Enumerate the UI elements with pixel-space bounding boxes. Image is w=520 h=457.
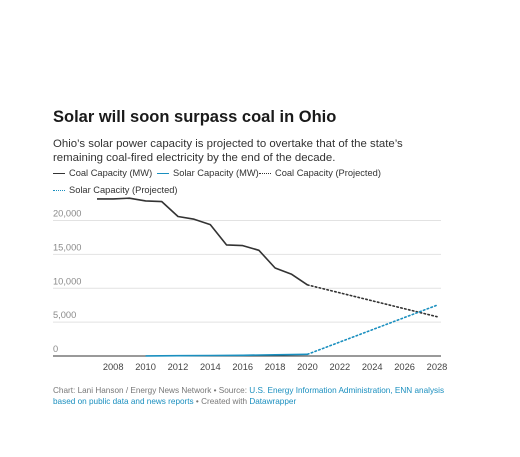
source-link[interactable]: U.S. Energy Information Administration, … [53,386,445,406]
x-tick-label: 2016 [232,362,253,372]
x-tick-label: 2010 [135,362,156,372]
x-tick-label: 2018 [265,362,286,372]
y-tick-label: 5,000 [53,310,76,320]
x-tick-label: 2012 [168,362,189,372]
legend-swatch-solar-projected [53,189,65,191]
legend-swatch-coal-projected [259,172,271,174]
x-tick-label: 2020 [297,362,318,372]
legend-swatch-coal [53,172,65,174]
footer-credit: Chart: Lani Hanson / Energy News Network… [53,386,250,395]
x-tick-label: 2008 [103,362,124,372]
legend-label-coal: Coal Capacity (MW) [69,168,153,178]
legend-item-coal: Coal Capacity (MW) [53,168,152,178]
chart-subtitle: Ohio’s solar power capacity is projected… [53,138,403,164]
x-tick-label: 2028 [427,362,448,372]
y-tick-label: 20,000 [53,209,81,219]
x-tick-label: 2024 [362,362,383,372]
chart-footer: Chart: Lani Hanson / Energy News Network… [53,385,453,407]
y-tick-label: 15,000 [53,242,81,252]
y-tick-label: 10,000 [53,276,81,286]
legend-label-solar-projected: Solar Capacity (Projected) [69,185,178,195]
x-tick-label: 2014 [200,362,221,372]
x-tick-label: 2022 [330,362,351,372]
chart-header: Solar will soon surpass coal in Ohio Ohi… [53,107,453,165]
legend-item-coal-projected: Coal Capacity (Projected) [259,168,381,178]
series-line-0 [97,197,308,286]
x-tick-label: 2026 [394,362,415,372]
chart-title: Solar will soon surpass coal in Ohio [53,108,337,126]
y-tick-label: 0 [53,344,58,354]
footer-created-with: • Created with [193,397,250,406]
legend-label-coal-projected: Coal Capacity (Projected) [275,168,381,178]
legend-item-solar-projected: Solar Capacity (Projected) [53,185,178,195]
legend-label-solar: Solar Capacity (MW) [173,168,259,178]
series-line-3 [306,304,438,356]
legend-item-solar: Solar Capacity (MW) [157,168,259,178]
datawrapper-link[interactable]: Datawrapper [249,397,297,406]
series-line-2 [306,284,438,318]
series-line-1 [145,353,308,357]
legend-swatch-solar [157,172,169,174]
